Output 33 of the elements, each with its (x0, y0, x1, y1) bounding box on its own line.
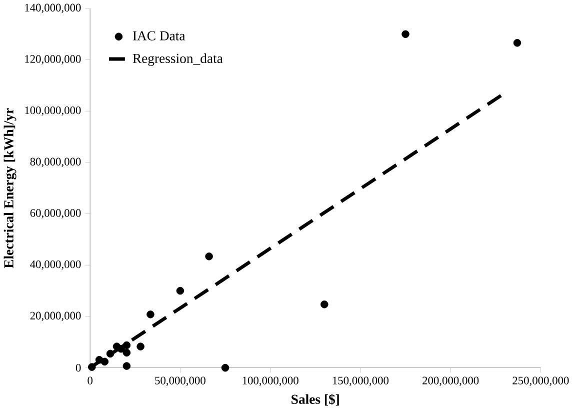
x-tick-label: 100,000,000 (242, 376, 298, 386)
legend-label: IAC Data (132, 31, 186, 40)
point (122, 341, 131, 349)
x-tick-label: 150,000,000 (332, 376, 389, 386)
point (122, 362, 131, 370)
x-tick-label: 250,000,000 (512, 376, 569, 386)
y-tick-label: 0 (76, 364, 81, 372)
point (117, 344, 125, 352)
point (176, 286, 184, 294)
point (402, 30, 410, 38)
point (122, 348, 131, 356)
y-tick-label: 120,000,000 (25, 54, 81, 64)
y-tick-label: 60,000,000 (30, 208, 81, 218)
point (95, 356, 104, 364)
x-tick-label: 200,000,000 (422, 376, 479, 386)
point (221, 364, 230, 372)
y-axis-title: Electrical Energy [kWh]/yr (4, 108, 16, 268)
point (136, 342, 144, 350)
point (320, 300, 328, 308)
x-axis-title: Sales [$] (292, 394, 339, 406)
y-tick-label: 80,000,000 (30, 158, 81, 167)
point (513, 38, 522, 47)
point (205, 252, 213, 260)
y-tick-label: 140,000,000 (25, 4, 81, 13)
point (106, 350, 114, 358)
point (88, 362, 96, 371)
y-tick-label: 40,000,000 (30, 260, 81, 270)
y-tick-label: 100,000,000 (25, 106, 81, 116)
x-tick-label: 50,000,000 (155, 376, 206, 386)
legend-label: Regression_data (132, 53, 223, 66)
x-tick-label: 0 (88, 376, 93, 384)
y-tick-label: 20,000,000 (30, 312, 81, 321)
point (146, 310, 154, 318)
